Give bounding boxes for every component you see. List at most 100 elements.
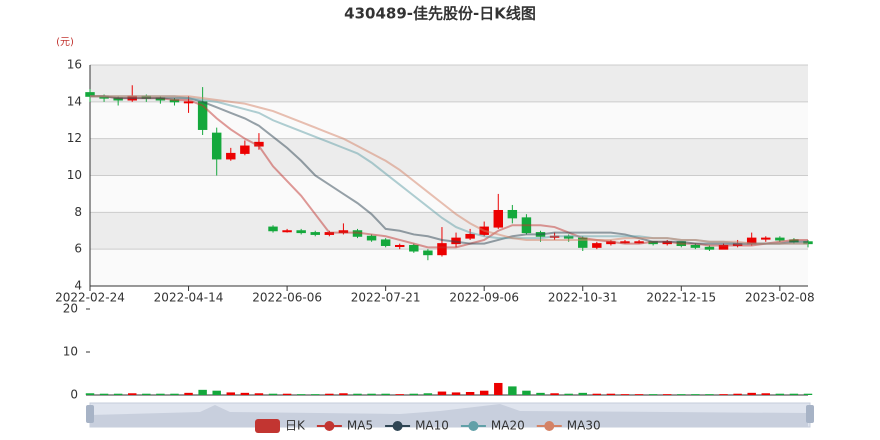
y-tick-label: 14 — [67, 94, 82, 108]
candle-body — [423, 250, 433, 256]
grid-band — [90, 101, 808, 139]
volume-bar — [113, 393, 123, 395]
candle-body — [380, 239, 391, 246]
legend-icon — [544, 421, 555, 431]
y-tick-label: 4 — [74, 279, 82, 293]
volume-bar — [296, 394, 306, 395]
y-tick-label: 6 — [74, 242, 82, 256]
legend-label: MA30 — [567, 419, 601, 433]
volume-bar — [522, 390, 531, 395]
legend-item[interactable]: MA10 — [385, 419, 449, 433]
legend-item[interactable]: MA5 — [316, 419, 373, 433]
legend-label: MA5 — [347, 419, 373, 433]
legend-icon — [468, 421, 479, 431]
volume-bar — [789, 393, 799, 395]
volume-bar — [142, 393, 151, 395]
volume-bar — [128, 393, 137, 395]
candle-body — [507, 209, 518, 219]
volume-bar — [339, 393, 348, 395]
volume-bar — [437, 391, 447, 395]
volume-bar — [99, 393, 109, 395]
candle-body — [437, 243, 447, 256]
volume-bar — [691, 394, 700, 395]
volume-bar — [465, 391, 475, 395]
legend-label: 日K — [285, 419, 306, 433]
candle-body — [395, 244, 405, 247]
grid-bands — [90, 65, 808, 286]
legend-item[interactable]: MA20 — [460, 419, 525, 433]
ma-line — [90, 95, 808, 245]
volume-bar — [353, 393, 362, 395]
x-tick-label: 2022-07-21 — [351, 291, 421, 305]
volume-bar — [775, 393, 785, 395]
volume-bar — [381, 393, 390, 395]
y-tick-label: 10 — [67, 168, 82, 182]
volume-tick-label: 20 — [63, 302, 78, 316]
y-tick-label: 16 — [67, 58, 82, 72]
x-tick-label: 2022-02-24 — [55, 291, 125, 305]
ma-line — [90, 95, 808, 245]
volume-bar — [85, 393, 95, 395]
volume-bar — [184, 392, 193, 395]
x-tick-label: 2022-09-06 — [449, 291, 519, 305]
candle-body — [211, 132, 222, 160]
volume-bar — [494, 382, 503, 395]
candle-body — [493, 209, 503, 228]
legend-item[interactable]: 日K — [255, 419, 306, 434]
volume-bar — [311, 394, 320, 395]
candle-body — [761, 237, 771, 240]
legend-icon — [255, 419, 280, 433]
volume-bar — [620, 394, 630, 395]
grid-band — [90, 249, 808, 286]
volume-tick-label: 10 — [63, 345, 78, 359]
volume-bar — [564, 393, 573, 395]
candle-body — [704, 246, 715, 250]
y-unit: (元) — [56, 37, 74, 48]
volume-bar — [719, 394, 728, 395]
data-zoom[interactable] — [86, 402, 814, 428]
candle-body — [592, 243, 602, 248]
volume-bar — [170, 393, 179, 395]
grid-band — [90, 138, 808, 176]
volume-bar — [606, 393, 616, 395]
volume-bar — [240, 392, 250, 395]
y-tick-label: 12 — [67, 131, 82, 145]
volume-bar — [677, 394, 686, 395]
legend-label: MA20 — [491, 419, 525, 433]
volume-bar — [282, 393, 292, 395]
volume-bar — [536, 392, 545, 395]
candle-body — [690, 244, 701, 248]
volume-bar — [423, 393, 433, 395]
grid-band — [90, 65, 808, 102]
grid-band — [90, 175, 808, 213]
volume-bar — [733, 393, 742, 395]
candle-body — [226, 152, 236, 160]
legend-icon — [392, 421, 403, 431]
candle-body — [268, 226, 278, 232]
x-tick-label: 2022-06-06 — [252, 291, 322, 305]
x-tick-label: 2022-10-31 — [548, 291, 618, 305]
zoom-handle[interactable] — [86, 405, 94, 423]
volume-bar — [479, 390, 489, 395]
candle-body — [296, 230, 306, 234]
candle-body — [366, 235, 377, 241]
candle-body — [775, 237, 785, 241]
volume-bar — [761, 393, 770, 395]
volume-bar — [268, 393, 278, 395]
candle-body — [310, 232, 320, 235]
volume-bar — [156, 393, 165, 395]
chart-title: 430489-佳先股份-日K线图 — [344, 5, 536, 23]
volume-bar — [508, 386, 517, 395]
zoom-handle[interactable] — [806, 405, 814, 423]
volume-bar — [550, 393, 559, 395]
volume-bar — [254, 393, 264, 395]
volume-tick-label: 0 — [70, 388, 78, 402]
volume-bar — [592, 393, 602, 395]
volume-bar — [451, 392, 461, 395]
x-tick-label: 2022-12-15 — [646, 291, 716, 305]
legend-icon — [324, 421, 335, 431]
x-tick-label: 2022-04-14 — [154, 291, 224, 305]
legend-item[interactable]: MA30 — [536, 419, 601, 433]
candle-body — [282, 230, 292, 233]
